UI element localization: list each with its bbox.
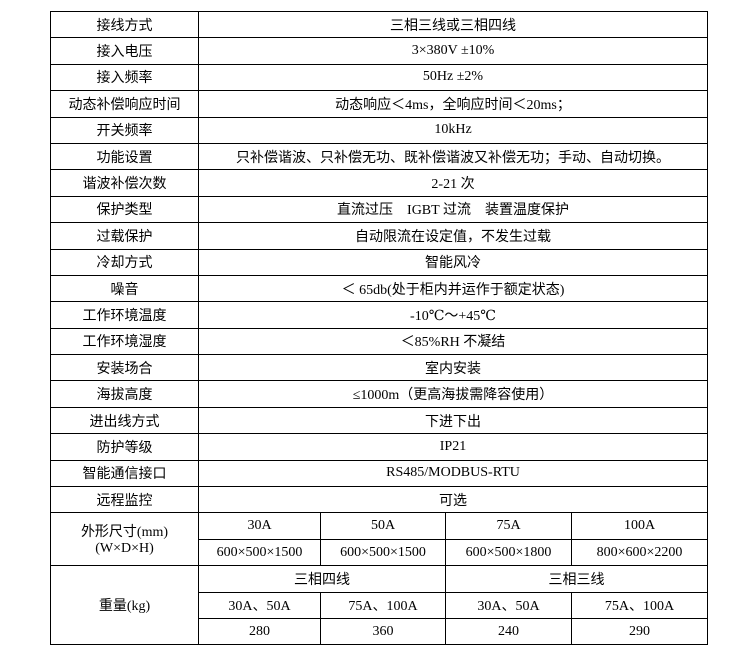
spec-row: 过载保护 自动限流在设定值，不发生过载 (50, 222, 708, 250)
weight-value: 360 (320, 617, 446, 646)
spec-label: 工作环境湿度 (50, 327, 199, 356)
spec-label: 接线方式 (50, 10, 199, 39)
spec-value: ＜85%RH 不凝结 (198, 327, 708, 356)
spec-row: 安装场合 室内安装 (50, 354, 708, 382)
spec-row: 接入频率 50Hz ±2% (50, 63, 708, 92)
spec-value: 自动限流在设定值，不发生过载 (198, 222, 708, 250)
spec-value: 只补偿谐波、只补偿无功、既补偿谐波又补偿无功；手动、自动切换。 (198, 142, 708, 171)
size-cell: 600×500×1800 (445, 538, 572, 567)
weight-rating-row: 30A、50A 75A、100A 30A、50A 75A、100A (51, 591, 708, 619)
spec-label: 工作环境温度 (50, 301, 199, 329)
spec-label: 接入电压 (50, 37, 199, 65)
spec-label: 动态补偿响应时间 (50, 90, 199, 118)
spec-value: IP21 (198, 433, 708, 461)
spec-value: 直流过压 IGBT 过流 装置温度保护 (198, 195, 708, 224)
spec-table: 接线方式 三相三线或三相四线 接入电压 3×380V ±10% 接入频率 50Hz ±2%… (50, 10, 708, 646)
dimension-row: 外形尺寸(mm) (W×D×H) 30A 50A 75A 100A (50, 512, 708, 567)
spec-row: 保护类型 直流过压 IGBT 过流 装置温度保护 (50, 195, 708, 224)
rating-cell: 75A (445, 512, 572, 540)
weight-rating: 75A、100A (320, 591, 446, 619)
weight-value-row: 280 360 240 290 (51, 617, 708, 646)
spec-label: 开关频率 (50, 116, 199, 144)
spec-value: 3×380V ±10% (198, 37, 708, 65)
spec-label: 谐波补偿次数 (50, 169, 199, 197)
weight-label: 重量(kg) (50, 565, 199, 646)
spec-value: 10kHz (198, 116, 708, 144)
spec-value: 可选 (198, 486, 708, 514)
spec-row: 噪音＜ 65db(处于柜内并运作于额定状态) (50, 274, 708, 303)
spec-label: 远程监控 (50, 486, 199, 514)
spec-value: -10℃～+45℃ (198, 301, 708, 329)
spec-label: 冷却方式 (50, 248, 199, 276)
spec-value: 动态响应＜4ms，全响应时间＜20ms； (198, 90, 708, 118)
spec-row: 接入电压 3×380V ±10% (50, 37, 708, 65)
spec-label: 过载保护 (50, 222, 199, 250)
spec-row: 接线方式 三相三线或三相四线 (50, 10, 708, 39)
spec-value: 三相三线或三相四线 (198, 10, 708, 39)
spec-row: 海拔高度 ≤1000m（更高海拔需降容使用） (50, 380, 708, 408)
spec-row: 功能设置 只补偿谐波、只补偿无功、既补偿谐波又补偿无功；手动、自动切换。 (50, 142, 708, 171)
weight-rating: 75A、100A (571, 591, 708, 619)
dimension-label: 外形尺寸(mm) (W×D×H) (50, 512, 199, 567)
spec-label: 功能设置 (50, 142, 199, 171)
spec-row: 动态补偿响应时间 动态响应＜4ms，全响应时间＜20ms； (50, 90, 708, 118)
spec-value: ≤1000m（更高海拔需降容使用） (198, 380, 708, 408)
spec-value: 下进下出 (198, 406, 708, 435)
weight-group: 三相三线 (445, 565, 708, 593)
spec-row: 防护等级 IP21 (50, 433, 708, 461)
weight-value: 240 (445, 617, 572, 646)
dimension-size-row: 600×500×1500 600×500×1500 600×500×1800 8… (51, 538, 708, 567)
size-cell: 800×600×2200 (571, 538, 708, 567)
spec-row: 智能通信接口 RS485/MODBUS-RTU (50, 459, 708, 488)
spec-label: 保护类型 (50, 195, 199, 224)
spec-label: 智能通信接口 (50, 459, 199, 488)
rating-cell: 100A (571, 512, 708, 540)
weight-group-row: 重量(kg) 三相四线 三相三线 (50, 565, 708, 646)
spec-value: 2-21 次 (198, 169, 708, 197)
spec-label: 接入频率 (50, 63, 199, 92)
spec-value: 智能风冷 (198, 248, 708, 276)
weight-rating: 30A、50A (198, 591, 321, 619)
spec-label: 安装场合 (50, 354, 199, 382)
spec-label: 噪音 (50, 274, 199, 303)
weight-rating: 30A、50A (445, 591, 572, 619)
spec-row: 冷却方式 智能风冷 (50, 248, 708, 276)
rating-cell: 50A (320, 512, 446, 540)
spec-row: 谐波补偿次数 2-21 次 (50, 169, 708, 197)
spec-value: RS485/MODBUS-RTU (198, 459, 708, 488)
spec-label: 海拔高度 (50, 380, 199, 408)
spec-value: ＜ 65db(处于柜内并运作于额定状态) (198, 274, 708, 303)
spec-label: 防护等级 (50, 433, 199, 461)
spec-row: 开关频率 10kHz (50, 116, 708, 144)
spec-row: 工作环境温度 -10℃～+45℃ (50, 301, 708, 329)
weight-value: 280 (198, 617, 321, 646)
weight-value: 290 (571, 617, 708, 646)
spec-row: 工作环境湿度 ＜85%RH 不凝结 (50, 327, 708, 356)
spec-row: 远程监控 可选 (50, 486, 708, 514)
rating-cell: 30A (198, 512, 321, 540)
size-cell: 600×500×1500 (320, 538, 446, 567)
spec-label: 进出线方式 (50, 406, 199, 435)
size-cell: 600×500×1500 (198, 538, 321, 567)
spec-row: 进出线方式 下进下出 (50, 406, 708, 435)
weight-group: 三相四线 (198, 565, 446, 593)
spec-value: 50Hz ±2% (198, 63, 708, 92)
spec-value: 室内安装 (198, 354, 708, 382)
